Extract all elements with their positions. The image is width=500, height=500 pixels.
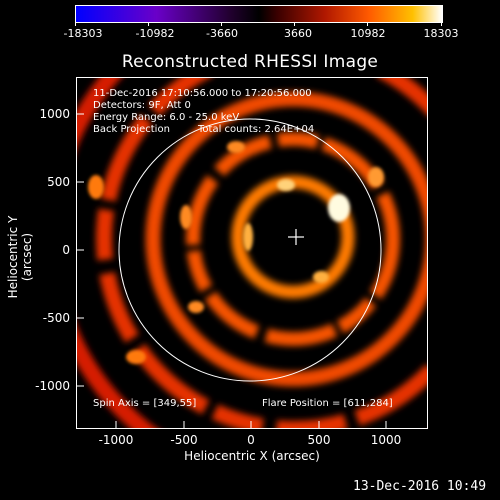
ytick-label: -1000 [35, 379, 70, 393]
ring-outer-3 [96, 77, 428, 429]
header-method: Back Projection [93, 124, 170, 135]
xtick-label: 500 [307, 433, 331, 447]
ytick-label: 500 [47, 175, 70, 189]
ytick-label: -500 [42, 311, 70, 325]
hotspot-flare [328, 194, 350, 222]
colorbar-label-4: 3660 [284, 27, 312, 40]
rhessi-image [76, 77, 428, 429]
emission-hotspots [88, 141, 384, 364]
spin-axis-label: Spin Axis = [349,55] [93, 398, 197, 409]
colorbar-label-5: 10982 [350, 27, 386, 40]
y-axis-label: Heliocentric Y (arcsec) [6, 215, 34, 299]
colorbar-ticks [75, 22, 443, 26]
colorbar-label-1: -18303 [63, 27, 103, 40]
ytick-label: 0 [62, 243, 70, 257]
xtick-label: 0 [247, 433, 255, 447]
center-marker [288, 229, 304, 245]
x-axis-label: Heliocentric X (arcsec) [184, 449, 320, 463]
header-detectors: Detectors: 9F, Att 0 [93, 100, 191, 111]
ytick-label: 1000 [39, 107, 70, 121]
colorbar-label-2: -10982 [135, 27, 175, 40]
xtick-label: -1000 [98, 433, 134, 447]
flare-position-label: Flare Position = [611,284] [262, 398, 393, 409]
ring-3 [145, 91, 428, 387]
solar-limb [118, 118, 382, 382]
colorbar [75, 5, 443, 23]
image-title: Reconstructed RHESSI Image [121, 52, 379, 72]
colorbar-label-6: 18303 [423, 27, 459, 40]
header-time-range: 11-Dec-2016 17:10:56.000 to 17:20:56.000 [93, 88, 312, 99]
footer-date: 13-Dec-2016 10:49 [353, 479, 487, 494]
header-energy-range: Energy Range: 6.0 - 25.0 keV [93, 112, 240, 123]
xtick-label: 1000 [370, 433, 402, 447]
ring-2 [186, 132, 400, 346]
axis-ticks [76, 113, 387, 429]
xtick-label: -500 [170, 433, 198, 447]
image-frame [76, 77, 428, 429]
header-total-counts: Total counts: 2.64E+04 [198, 124, 315, 135]
colorbar-label-3: -3660 [206, 27, 238, 40]
